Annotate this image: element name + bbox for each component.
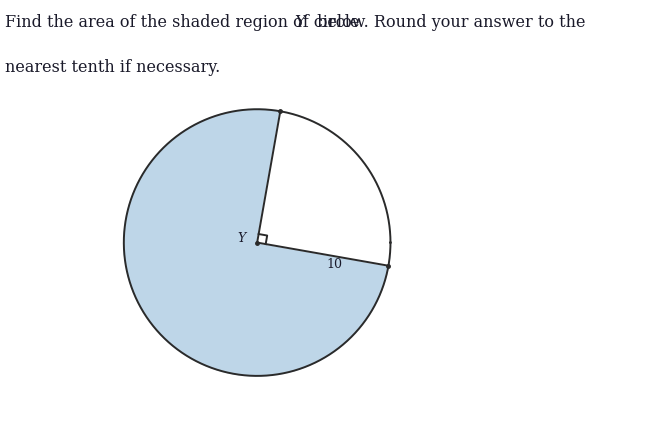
Text: Y: Y — [294, 14, 305, 31]
Text: below. Round your answer to the: below. Round your answer to the — [312, 14, 586, 31]
Text: Find the area of the shaded region of circle: Find the area of the shaded region of ci… — [5, 14, 365, 31]
Text: 10: 10 — [327, 258, 343, 271]
Text: nearest tenth if necessary.: nearest tenth if necessary. — [5, 59, 221, 76]
Text: Y: Y — [237, 232, 245, 245]
Polygon shape — [124, 110, 391, 376]
Polygon shape — [257, 112, 391, 266]
